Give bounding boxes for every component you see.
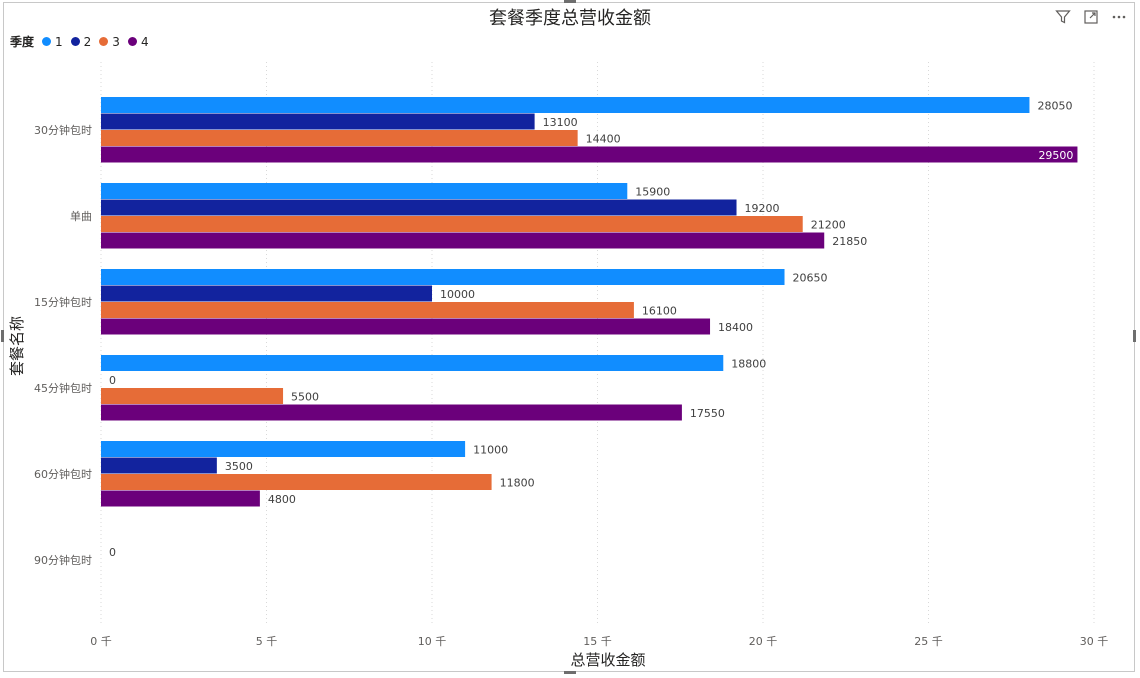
legend-item-2[interactable]: 2	[70, 34, 92, 49]
x-tick-label: 15 千	[583, 635, 612, 648]
y-tick-label: 45分钟包时	[34, 381, 92, 395]
data-label: 18800	[731, 358, 766, 371]
more-options-icon[interactable]	[1110, 8, 1128, 26]
data-labels: 28050 13100 14400 29500 15900 19200 21200 21850…	[109, 100, 1073, 560]
legend-label: 2	[83, 34, 92, 49]
bar[interactable]	[101, 199, 737, 216]
data-label: 29500	[1038, 149, 1073, 162]
y-tick-label: 60分钟包时	[34, 467, 92, 481]
bar[interactable]	[101, 216, 803, 232]
y-tick-label: 15分钟包时	[34, 295, 92, 309]
resize-handle-left[interactable]	[1, 330, 4, 342]
legend-marker	[70, 37, 80, 46]
filter-icon[interactable]	[1054, 8, 1072, 26]
bar[interactable]	[101, 285, 432, 302]
bar[interactable]	[101, 130, 578, 146]
legend-marker	[42, 37, 52, 46]
data-label: 16100	[642, 305, 677, 318]
data-label: 11000	[473, 444, 508, 457]
bar[interactable]	[101, 232, 825, 249]
data-label: 13100	[543, 116, 578, 129]
bar[interactable]	[101, 146, 1078, 163]
data-label: 11800	[500, 477, 535, 490]
y-axis-title: 套餐名称	[8, 316, 26, 376]
legend-marker	[99, 37, 109, 46]
bar[interactable]	[101, 490, 260, 507]
resize-handle-right[interactable]	[1133, 330, 1136, 342]
x-tick-label: 20 千	[749, 635, 778, 648]
bar[interactable]	[101, 183, 628, 199]
bar[interactable]	[101, 113, 535, 130]
legend-label: 3	[112, 34, 120, 49]
data-label: 19200	[745, 202, 780, 215]
data-label: 5500	[291, 391, 319, 404]
bar[interactable]	[101, 269, 785, 285]
gridlines	[100, 62, 1095, 625]
data-label: 10000	[440, 288, 475, 301]
x-tick-label: 5 千	[256, 635, 278, 648]
data-label: 14400	[586, 133, 621, 146]
legend-item-4[interactable]: 4	[127, 34, 149, 49]
bar[interactable]	[101, 388, 284, 404]
legend-item-1[interactable]: 1	[42, 35, 63, 49]
data-label: 21200	[811, 219, 846, 232]
data-label: 21850	[832, 235, 867, 248]
legend-marker	[127, 37, 137, 46]
x-tick-label: 25 千	[914, 635, 943, 648]
bar[interactable]	[101, 441, 466, 457]
y-tick-label: 单曲	[70, 210, 92, 223]
bar[interactable]	[101, 318, 711, 335]
legend-title: 季度	[10, 35, 35, 49]
y-tick-label: 90分钟包时	[34, 553, 92, 567]
bars	[101, 97, 1078, 507]
x-tick-label: 0 千	[90, 635, 112, 648]
chart-title: 套餐季度总营收金额	[489, 8, 651, 29]
data-label: 0	[109, 374, 116, 387]
bar[interactable]	[101, 355, 724, 371]
bar[interactable]	[101, 457, 217, 474]
y-tick-label: 30分钟包时	[34, 123, 92, 137]
data-label: 3500	[225, 460, 253, 473]
data-label: 28050	[1037, 100, 1072, 113]
data-label: 20650	[793, 272, 828, 285]
legend-label: 4	[140, 34, 149, 49]
focus-mode-icon[interactable]	[1082, 8, 1100, 26]
x-axis-title: 总营收金额	[570, 651, 645, 669]
legend-label: 1	[55, 34, 63, 49]
bar[interactable]	[101, 302, 634, 318]
resize-handle-bottom[interactable]	[564, 671, 576, 674]
bar[interactable]	[101, 404, 682, 421]
data-label: 4800	[268, 493, 296, 506]
data-label: 15900	[635, 186, 670, 199]
resize-handle-top[interactable]	[564, 0, 576, 3]
legend-item-3[interactable]: 3	[99, 35, 120, 49]
x-tick-label: 30 千	[1080, 635, 1109, 648]
data-label: 17550	[690, 407, 725, 420]
legend: 季度 1 2 3 4	[10, 33, 157, 50]
visual-header	[1054, 8, 1128, 26]
bar[interactable]	[101, 97, 1030, 113]
bar[interactable]	[101, 474, 492, 490]
x-tick-label: 10 千	[418, 635, 447, 648]
data-label: 18400	[718, 321, 753, 334]
data-label: 0	[109, 546, 116, 559]
